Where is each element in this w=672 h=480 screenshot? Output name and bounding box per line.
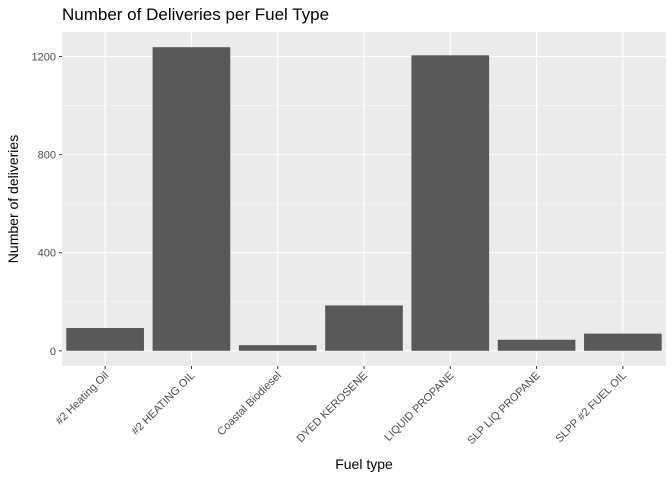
x-tick-label: Coastal Biodiesel (215, 370, 284, 439)
bar (238, 345, 317, 351)
chart-title: Number of Deliveries per Fuel Type (62, 5, 329, 24)
bar (584, 333, 662, 351)
bar (411, 55, 490, 351)
bar (325, 305, 403, 351)
bar (66, 327, 144, 351)
bar (497, 339, 576, 351)
y-tick-label: 400 (38, 248, 56, 260)
x-tick-label: LIQUID PROPANE (382, 370, 456, 444)
x-tick-label: #2 Heating Oil (53, 370, 111, 428)
bar (152, 47, 231, 351)
y-tick-label: 800 (38, 150, 56, 162)
x-axis: #2 Heating Oil #2 HEATING OIL Coastal Biod… (53, 366, 629, 447)
x-tick-label: SLP LIQ PROPANE (465, 370, 542, 447)
x-tick-label: #2 HEATING OIL (130, 370, 198, 438)
x-tick-label: DYED KEROSENE (295, 370, 370, 445)
bars-group (66, 47, 662, 351)
y-tick-label: 1200 (32, 52, 56, 64)
y-tick-label: 0 (50, 346, 56, 358)
y-axis-title: Number of deliveries (5, 135, 21, 263)
y-axis: 0 400 800 1200 (32, 52, 62, 358)
x-tick-label: SLPP #2 FUEL OIL (553, 370, 629, 446)
x-axis-title: Fuel type (335, 456, 393, 472)
